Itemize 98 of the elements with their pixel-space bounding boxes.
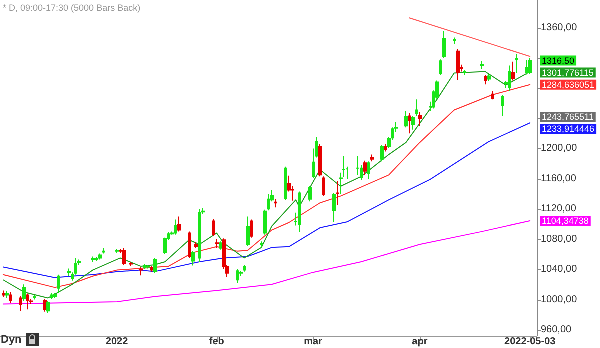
x-tick-label: 2022-05-03	[504, 336, 556, 348]
candlestick	[491, 90, 494, 100]
candlestick	[484, 75, 487, 86]
y-tick-label: 1080,00	[541, 234, 578, 245]
candlestick	[342, 156, 346, 178]
candlestick	[139, 266, 143, 276]
candlestick	[487, 73, 491, 82]
candlestick	[501, 94, 504, 117]
candlestick	[67, 268, 71, 277]
line-series	[2, 220, 531, 305]
candlestick	[267, 194, 270, 212]
candlestick	[212, 218, 215, 237]
candlestick	[528, 58, 532, 74]
candlestick	[246, 216, 250, 247]
x-tick-label: 2022	[106, 336, 129, 348]
candlestick	[95, 256, 98, 262]
candlestick	[363, 160, 367, 176]
candlestick	[219, 241, 222, 250]
candlestick	[284, 166, 287, 201]
candlestick	[463, 70, 466, 76]
candlestick	[146, 264, 150, 270]
candlestick	[367, 161, 370, 180]
candlestick	[263, 209, 267, 236]
candlestick	[404, 110, 408, 128]
candlestick	[525, 60, 528, 76]
candlestick	[33, 294, 36, 300]
candlestick	[408, 112, 411, 134]
candlestick	[22, 284, 26, 302]
candlestick	[380, 144, 384, 162]
candlestick	[332, 192, 336, 222]
y-tick-label: 1040,00	[541, 264, 578, 276]
chart-title: * D, 09:00-17:30 (5000 Bars Back)	[3, 3, 141, 13]
candlestick	[456, 48, 460, 81]
candlestick	[5, 290, 9, 299]
candlestick	[150, 266, 153, 272]
x-tick-label: mar	[304, 336, 323, 348]
data-label: 1233,914446	[542, 124, 595, 134]
x-tick-label: apr	[412, 336, 428, 348]
y-tick-label: 1160,00	[541, 173, 577, 184]
candlestick	[274, 198, 277, 208]
candlestick	[177, 216, 181, 232]
line-series	[2, 122, 531, 278]
y-tick-label: 1120,00	[541, 204, 577, 215]
data-label: 1104,34738	[542, 216, 589, 226]
candlestick	[9, 292, 12, 304]
candlestick	[194, 242, 198, 249]
data-label: 1284,636051	[542, 80, 595, 90]
candlestick	[322, 176, 325, 197]
candlestick	[98, 253, 102, 260]
candlestick	[439, 59, 442, 76]
candlestick	[19, 295, 22, 312]
text: 1243,765511	[542, 112, 594, 122]
y-tick-label: 960,00	[541, 324, 572, 336]
candlestick	[143, 264, 146, 270]
candlestick	[102, 248, 105, 254]
annotation: Dyn	[1, 334, 22, 346]
candlestick	[515, 54, 518, 74]
candlestick	[415, 99, 418, 117]
candlestick	[236, 269, 239, 284]
candlestick	[480, 60, 484, 70]
candlestick	[26, 293, 29, 310]
y-tick-label: 1200,00	[541, 143, 578, 154]
candlestick	[174, 219, 177, 236]
candlestick	[243, 264, 246, 272]
candlestick	[115, 248, 119, 254]
candlestick	[46, 300, 50, 314]
candlestick	[198, 208, 201, 263]
candlestick	[250, 219, 253, 238]
candlestick	[336, 180, 339, 206]
candlestick	[50, 292, 53, 300]
candlestick	[53, 292, 57, 299]
candlestick	[318, 144, 322, 178]
data-label: 1301,776115	[542, 68, 594, 78]
y-tick-label: 1360,00	[541, 22, 578, 34]
candlestick	[298, 191, 301, 234]
candlestick	[308, 186, 312, 202]
candlestick	[418, 112, 422, 127]
candlestick	[508, 65, 511, 92]
candlestick	[511, 61, 515, 82]
candlestick	[339, 172, 343, 195]
candlestick	[411, 116, 415, 130]
candlestick	[453, 37, 456, 46]
candlestick	[384, 144, 387, 152]
candlestick	[129, 262, 133, 268]
candlestick	[122, 248, 126, 266]
candlestick	[370, 154, 374, 162]
text: 1316,50	[542, 56, 575, 66]
candlestick	[91, 256, 95, 263]
candlestick	[188, 231, 191, 259]
candlestick	[260, 241, 263, 249]
candlestick	[215, 238, 219, 249]
y-tick-label: 1000,00	[541, 294, 578, 306]
candlestick	[2, 290, 5, 298]
candlestick	[57, 274, 60, 294]
candlestick	[442, 30, 446, 59]
x-tick-label: feb	[209, 336, 224, 348]
candlestick	[153, 258, 157, 274]
candlestick	[191, 250, 195, 266]
